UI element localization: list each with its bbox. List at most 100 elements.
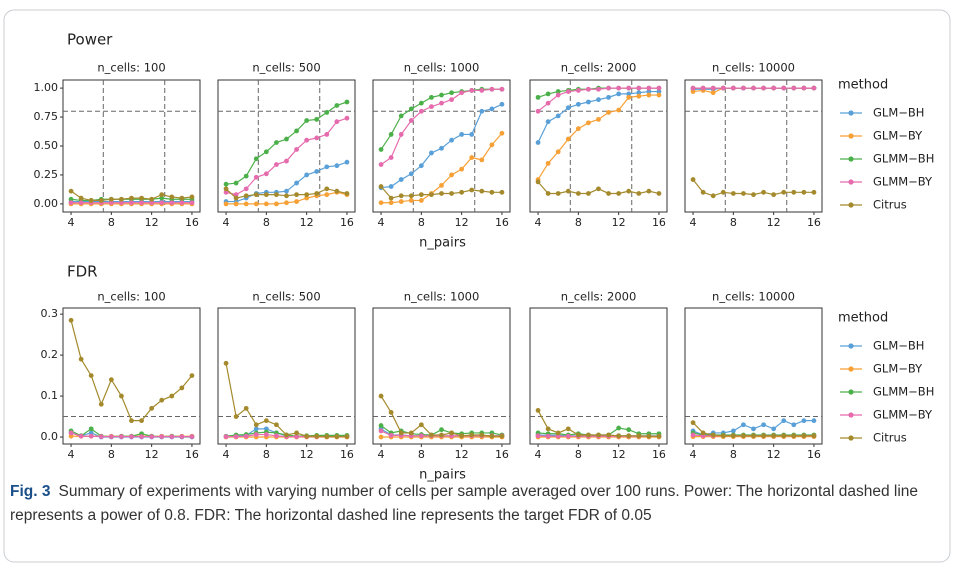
- data-point: [616, 91, 622, 97]
- data-point: [78, 433, 84, 439]
- data-point: [459, 132, 465, 137]
- data-point: [586, 432, 591, 438]
- data-point: [606, 110, 611, 115]
- data-point: [781, 85, 787, 91]
- x-tick-label: 4: [535, 216, 542, 229]
- data-point: [344, 99, 350, 105]
- data-point: [378, 162, 384, 167]
- data-point: [811, 85, 817, 91]
- legend-label: GLMM−BY: [873, 408, 933, 422]
- data-point: [408, 198, 414, 203]
- data-point: [801, 418, 807, 424]
- x-tick-label: 16: [495, 216, 509, 229]
- data-point: [324, 110, 330, 115]
- panel: [684, 79, 823, 213]
- x-tick-label: 4: [535, 448, 542, 461]
- data-point: [791, 433, 797, 439]
- data-point: [334, 119, 340, 125]
- data-point: [88, 433, 94, 439]
- data-point: [388, 132, 394, 137]
- data-point: [761, 85, 766, 91]
- data-point: [616, 191, 622, 196]
- data-point: [78, 200, 84, 206]
- data-point: [68, 196, 74, 202]
- data-point: [439, 145, 444, 151]
- data-point: [781, 189, 787, 195]
- data-point: [586, 86, 591, 92]
- data-point: [378, 434, 384, 440]
- y-tick-label: 0.1: [41, 389, 59, 402]
- data-point: [489, 433, 495, 439]
- data-point: [169, 200, 175, 206]
- data-point: [479, 157, 485, 163]
- data-point: [459, 166, 465, 172]
- data-point: [159, 397, 165, 403]
- data-point: [555, 430, 561, 436]
- data-point: [253, 192, 259, 198]
- data-point: [408, 106, 414, 112]
- data-point: [575, 88, 581, 93]
- data-point: [243, 405, 249, 411]
- data-point: [575, 101, 581, 107]
- legend-title: method: [838, 311, 888, 326]
- data-point: [169, 434, 175, 440]
- data-point: [378, 423, 384, 428]
- data-point: [626, 91, 632, 97]
- data-point: [243, 173, 249, 179]
- data-point: [575, 126, 581, 132]
- data-point: [449, 172, 454, 178]
- data-point: [274, 201, 279, 207]
- data-point: [263, 171, 269, 177]
- data-point: [243, 193, 249, 199]
- data-point: [294, 180, 299, 186]
- data-point: [535, 179, 541, 185]
- data-point: [179, 385, 185, 391]
- data-point: [243, 201, 249, 207]
- data-point: [710, 90, 716, 96]
- data-point: [108, 377, 114, 383]
- data-point: [223, 201, 229, 207]
- data-point: [439, 100, 444, 106]
- x-tick-label: 16: [807, 448, 821, 461]
- data-point: [545, 160, 551, 166]
- data-point: [469, 88, 475, 93]
- data-point: [334, 163, 340, 169]
- data-point: [700, 430, 706, 436]
- data-point: [179, 195, 185, 201]
- x-tick-label: 8: [263, 448, 270, 461]
- data-point: [263, 432, 269, 437]
- data-point: [398, 199, 404, 204]
- data-point: [535, 94, 541, 100]
- data-point: [149, 196, 155, 202]
- data-point: [398, 113, 404, 119]
- data-point: [429, 432, 434, 438]
- x-tick-label: 12: [612, 448, 626, 461]
- legend-label: GLMM−BH: [873, 385, 934, 399]
- data-point: [253, 422, 259, 428]
- data-point: [314, 191, 320, 196]
- x-tick-label: 4: [223, 448, 230, 461]
- data-point: [68, 200, 74, 206]
- data-point: [545, 119, 551, 125]
- data-point: [575, 432, 581, 438]
- facet-title: n_cells: 1000: [404, 290, 480, 304]
- data-point: [459, 90, 465, 96]
- data-point: [418, 422, 424, 428]
- data-point: [730, 428, 736, 434]
- data-point: [636, 90, 642, 96]
- data-point: [555, 149, 561, 155]
- legend-label: GLM−BY: [873, 129, 923, 143]
- data-point: [801, 433, 807, 439]
- data-point: [98, 401, 104, 407]
- data-point: [656, 92, 662, 98]
- data-point: [324, 192, 330, 198]
- data-point: [149, 200, 155, 206]
- facet-title: n_cells: 10000: [712, 61, 795, 75]
- data-point: [418, 198, 424, 203]
- data-point: [710, 432, 716, 438]
- data-point: [459, 433, 465, 439]
- x-tick-label: 16: [185, 448, 199, 461]
- data-point: [388, 155, 394, 160]
- legend-label: GLM−BH: [873, 106, 924, 120]
- data-point: [378, 428, 384, 434]
